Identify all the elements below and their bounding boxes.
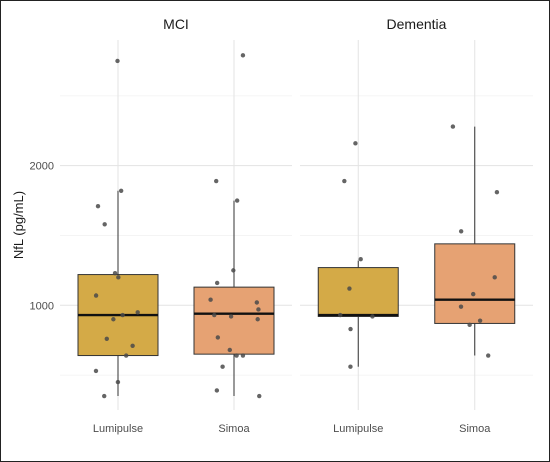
data-point — [231, 268, 236, 273]
y-tick-label: 2000 — [30, 161, 54, 173]
data-point — [228, 314, 234, 319]
data-point — [234, 198, 240, 203]
data-point — [234, 353, 239, 358]
data-point — [370, 314, 375, 319]
data-point — [494, 189, 500, 195]
data-point — [111, 317, 116, 322]
data-point — [214, 388, 220, 393]
box-iqr — [434, 243, 516, 324]
y-axis-title: NfL (pg/mL) — [11, 191, 26, 259]
data-point — [123, 353, 129, 358]
panel-strip-label: Dementia — [387, 16, 447, 32]
data-point — [102, 222, 107, 227]
data-point — [130, 343, 135, 348]
data-point — [208, 297, 213, 302]
data-point — [118, 188, 124, 193]
data-point — [257, 393, 262, 399]
data-point — [255, 317, 260, 322]
data-point — [458, 229, 464, 234]
data-point — [467, 322, 472, 328]
data-point — [348, 326, 353, 332]
data-point — [358, 257, 363, 262]
data-point — [450, 124, 456, 129]
data-point — [93, 293, 99, 298]
data-point — [220, 364, 225, 369]
panel-background — [300, 40, 533, 410]
data-point — [347, 286, 352, 291]
data-point — [115, 58, 120, 64]
data-point — [240, 53, 246, 58]
data-point — [240, 353, 246, 358]
data-point — [95, 203, 101, 209]
data-point — [471, 291, 476, 297]
data-point — [227, 347, 233, 353]
x-tick-label: Lumipulse — [333, 423, 383, 435]
data-point — [256, 307, 261, 312]
x-tick-label: Simoa — [459, 423, 491, 435]
y-tick-label: 1000 — [30, 300, 54, 312]
data-point — [115, 379, 121, 385]
box-iqr — [193, 286, 275, 355]
data-point — [353, 141, 358, 146]
data-point — [104, 336, 109, 341]
data-point — [212, 312, 217, 318]
data-point — [254, 300, 260, 305]
data-point — [102, 393, 107, 399]
data-point — [458, 304, 464, 309]
data-point — [112, 270, 118, 276]
x-tick-label: Lumipulse — [93, 423, 143, 435]
data-point — [214, 280, 220, 286]
data-point — [214, 178, 219, 184]
data-point — [338, 312, 343, 318]
panel-strip-label: MCI — [163, 16, 189, 32]
data-point — [477, 318, 483, 323]
data-point — [342, 178, 347, 184]
box-iqr — [317, 267, 399, 317]
data-point — [135, 310, 140, 315]
data-point — [120, 312, 125, 318]
data-point — [215, 335, 221, 340]
data-point — [93, 368, 99, 374]
data-point — [492, 275, 497, 280]
data-point — [116, 275, 121, 280]
data-point — [486, 353, 491, 358]
x-tick-label: Simoa — [218, 423, 250, 435]
data-point — [348, 364, 353, 369]
